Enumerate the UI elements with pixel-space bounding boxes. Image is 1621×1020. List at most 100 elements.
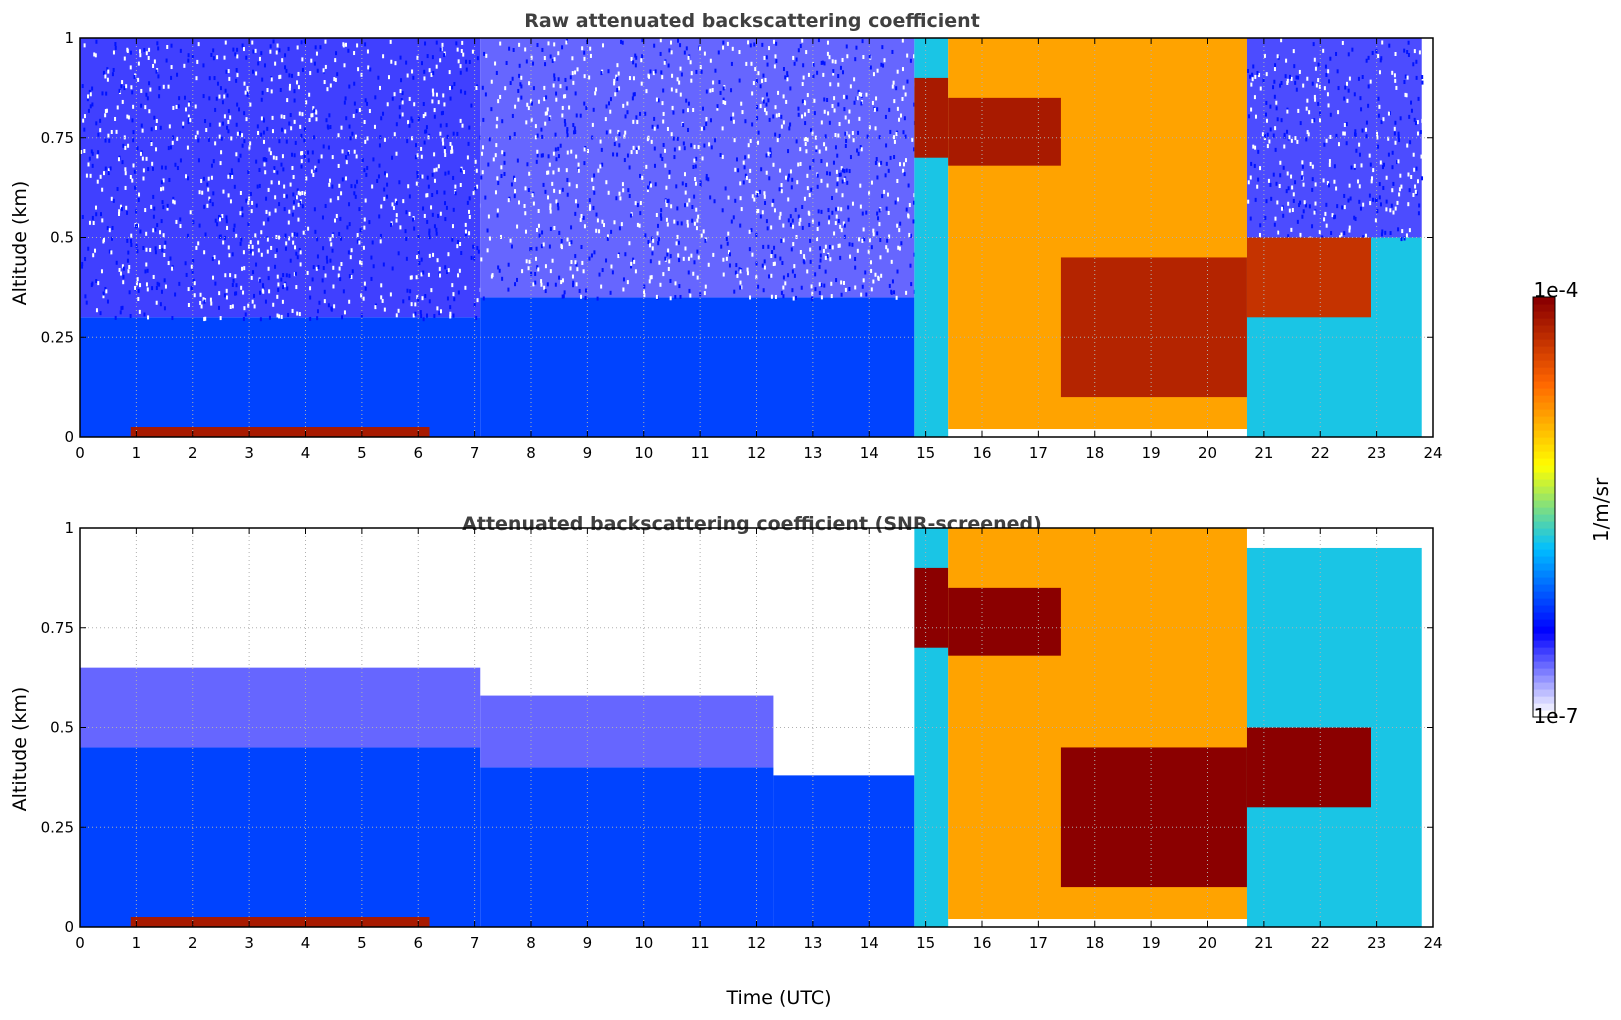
panel-1-noise-speck: [589, 204, 592, 209]
panel-1-noise-speck: [540, 244, 543, 249]
panel-1-noise-speck: [90, 283, 93, 288]
panel-1-noise-speck: [624, 252, 627, 257]
panel-1-noise-speck: [219, 234, 222, 239]
panel-1-noise-speck: [665, 217, 668, 222]
panel-1-noise-speck: [690, 253, 693, 258]
panel-1-noise-speck: [749, 295, 752, 300]
panel-1-noise-speck: [1261, 132, 1264, 137]
panel-1-noise-speck: [1357, 76, 1360, 81]
panel-1-noise-speck: [332, 284, 335, 289]
panel-2-xtick-label: 9: [583, 934, 593, 952]
panel-1-noise-speck: [443, 190, 446, 195]
panel-1-noise-speck: [190, 286, 193, 291]
panel-1-noise-speck: [889, 155, 892, 160]
panel-1-noise-speck: [666, 252, 669, 257]
panel-1-noise-speck: [572, 280, 575, 285]
panel-1-noise-speck: [704, 238, 707, 243]
panel-1-noise-speck: [243, 111, 246, 116]
panel-1-noise-speck: [649, 243, 652, 248]
panel-1-noise-speck: [1247, 199, 1250, 204]
panel-1-noise-speck: [432, 71, 435, 76]
panel-1-noise-speck: [804, 142, 807, 147]
panel-1-noise-speck: [735, 263, 738, 268]
panel-1-noise-speck: [730, 88, 733, 93]
panel-1-noise-speck: [803, 254, 806, 259]
panel-1-noise-speck: [422, 270, 425, 275]
panel-1-noise-speck: [1322, 48, 1325, 53]
panel-1-noise-speck: [815, 147, 818, 152]
panel-1-noise-speck: [814, 287, 817, 292]
panel-1-noise-speck: [1397, 159, 1400, 164]
panel-1-noise-speck: [95, 121, 98, 126]
panel-1-noise-speck: [1311, 119, 1314, 124]
panel-1-noise-speck: [900, 241, 903, 246]
panel-1-noise-speck: [814, 135, 817, 140]
panel-1-noise-speck: [347, 48, 350, 53]
panel-1-noise-speck: [314, 165, 317, 170]
panel-1-noise-speck: [382, 54, 385, 59]
panel-1-noise-speck: [660, 208, 663, 213]
panel-1-noise-speck: [151, 166, 154, 171]
panel-1-noise-speck: [766, 226, 769, 231]
panel-1-noise-speck: [496, 213, 499, 218]
panel-1-noise-speck: [1327, 103, 1330, 108]
panel-1-xtick-label: 23: [1367, 444, 1386, 462]
panel-1-noise-speck: [765, 153, 768, 158]
panel-1-noise-speck: [241, 143, 244, 148]
panel-1-noise-speck: [83, 114, 86, 119]
panel-1-noise-speck: [1380, 120, 1383, 125]
panel-1-noise-speck: [163, 278, 166, 283]
panel-1-noise-speck: [325, 118, 328, 123]
panel-1-noise-speck: [906, 79, 909, 84]
panel-1-noise-speck: [299, 262, 302, 267]
panel-1-noise-speck: [222, 189, 225, 194]
panel-1-noise-speck: [255, 203, 258, 208]
panel-1-noise-speck: [709, 88, 712, 93]
panel-1-noise-speck: [541, 230, 544, 235]
panel-1-noise-speck: [118, 88, 121, 93]
panel-1-noise-speck: [1249, 216, 1252, 221]
panel-2-xtick-label: 16: [972, 934, 991, 952]
panel-1-noise-speck: [363, 119, 366, 124]
panel-1-noise-speck: [896, 69, 899, 74]
panel-1-noise-speck: [263, 162, 266, 167]
panel-1-noise-speck: [407, 184, 410, 189]
panel-1-noise-speck: [908, 203, 911, 208]
panel-1-noise-speck: [647, 73, 650, 78]
panel-1-noise-speck: [607, 69, 610, 74]
panel-1-noise-speck: [192, 258, 195, 263]
panel-1-noise-speck: [507, 262, 510, 267]
panel-1-noise-speck: [896, 223, 899, 228]
panel-1-noise-speck: [858, 116, 861, 121]
panel-1-noise-speck: [818, 282, 821, 287]
panel-1-noise-speck: [179, 48, 182, 53]
panel-1-noise-speck: [314, 45, 317, 50]
panel-1-noise-speck: [720, 244, 723, 249]
panel-1-noise-speck: [459, 182, 462, 187]
panel-1-noise-speck: [609, 97, 612, 102]
panel-1-noise-speck: [510, 244, 513, 249]
panel-1-noise-speck: [893, 290, 896, 295]
panel-1-noise-speck: [114, 116, 117, 121]
panel-1-noise-speck: [790, 247, 793, 252]
panel-1-noise-speck: [202, 94, 205, 99]
panel-1-noise-speck: [650, 139, 653, 144]
panel-1-noise-speck: [1253, 95, 1256, 100]
panel-1-noise-speck: [311, 277, 314, 282]
panel-1-noise-speck: [761, 78, 764, 83]
panel-1-noise-speck: [847, 205, 850, 210]
panel-1-noise-speck: [1378, 195, 1381, 200]
panel-1-noise-speck: [551, 181, 554, 186]
panel-1-noise-speck: [468, 214, 471, 219]
panel-1-noise-speck: [342, 43, 345, 48]
panel-1-noise-speck: [225, 215, 228, 220]
colorbar-segment: [1533, 325, 1555, 333]
panel-1-noise-speck: [1382, 117, 1385, 122]
panel-1-noise-speck: [842, 280, 845, 285]
panel-1-noise-speck: [476, 56, 479, 61]
panel-1-noise-speck: [876, 107, 879, 112]
panel-1-noise-speck: [675, 184, 678, 189]
panel-1-noise-speck: [893, 99, 896, 104]
panel-1-noise-speck: [1358, 142, 1361, 147]
